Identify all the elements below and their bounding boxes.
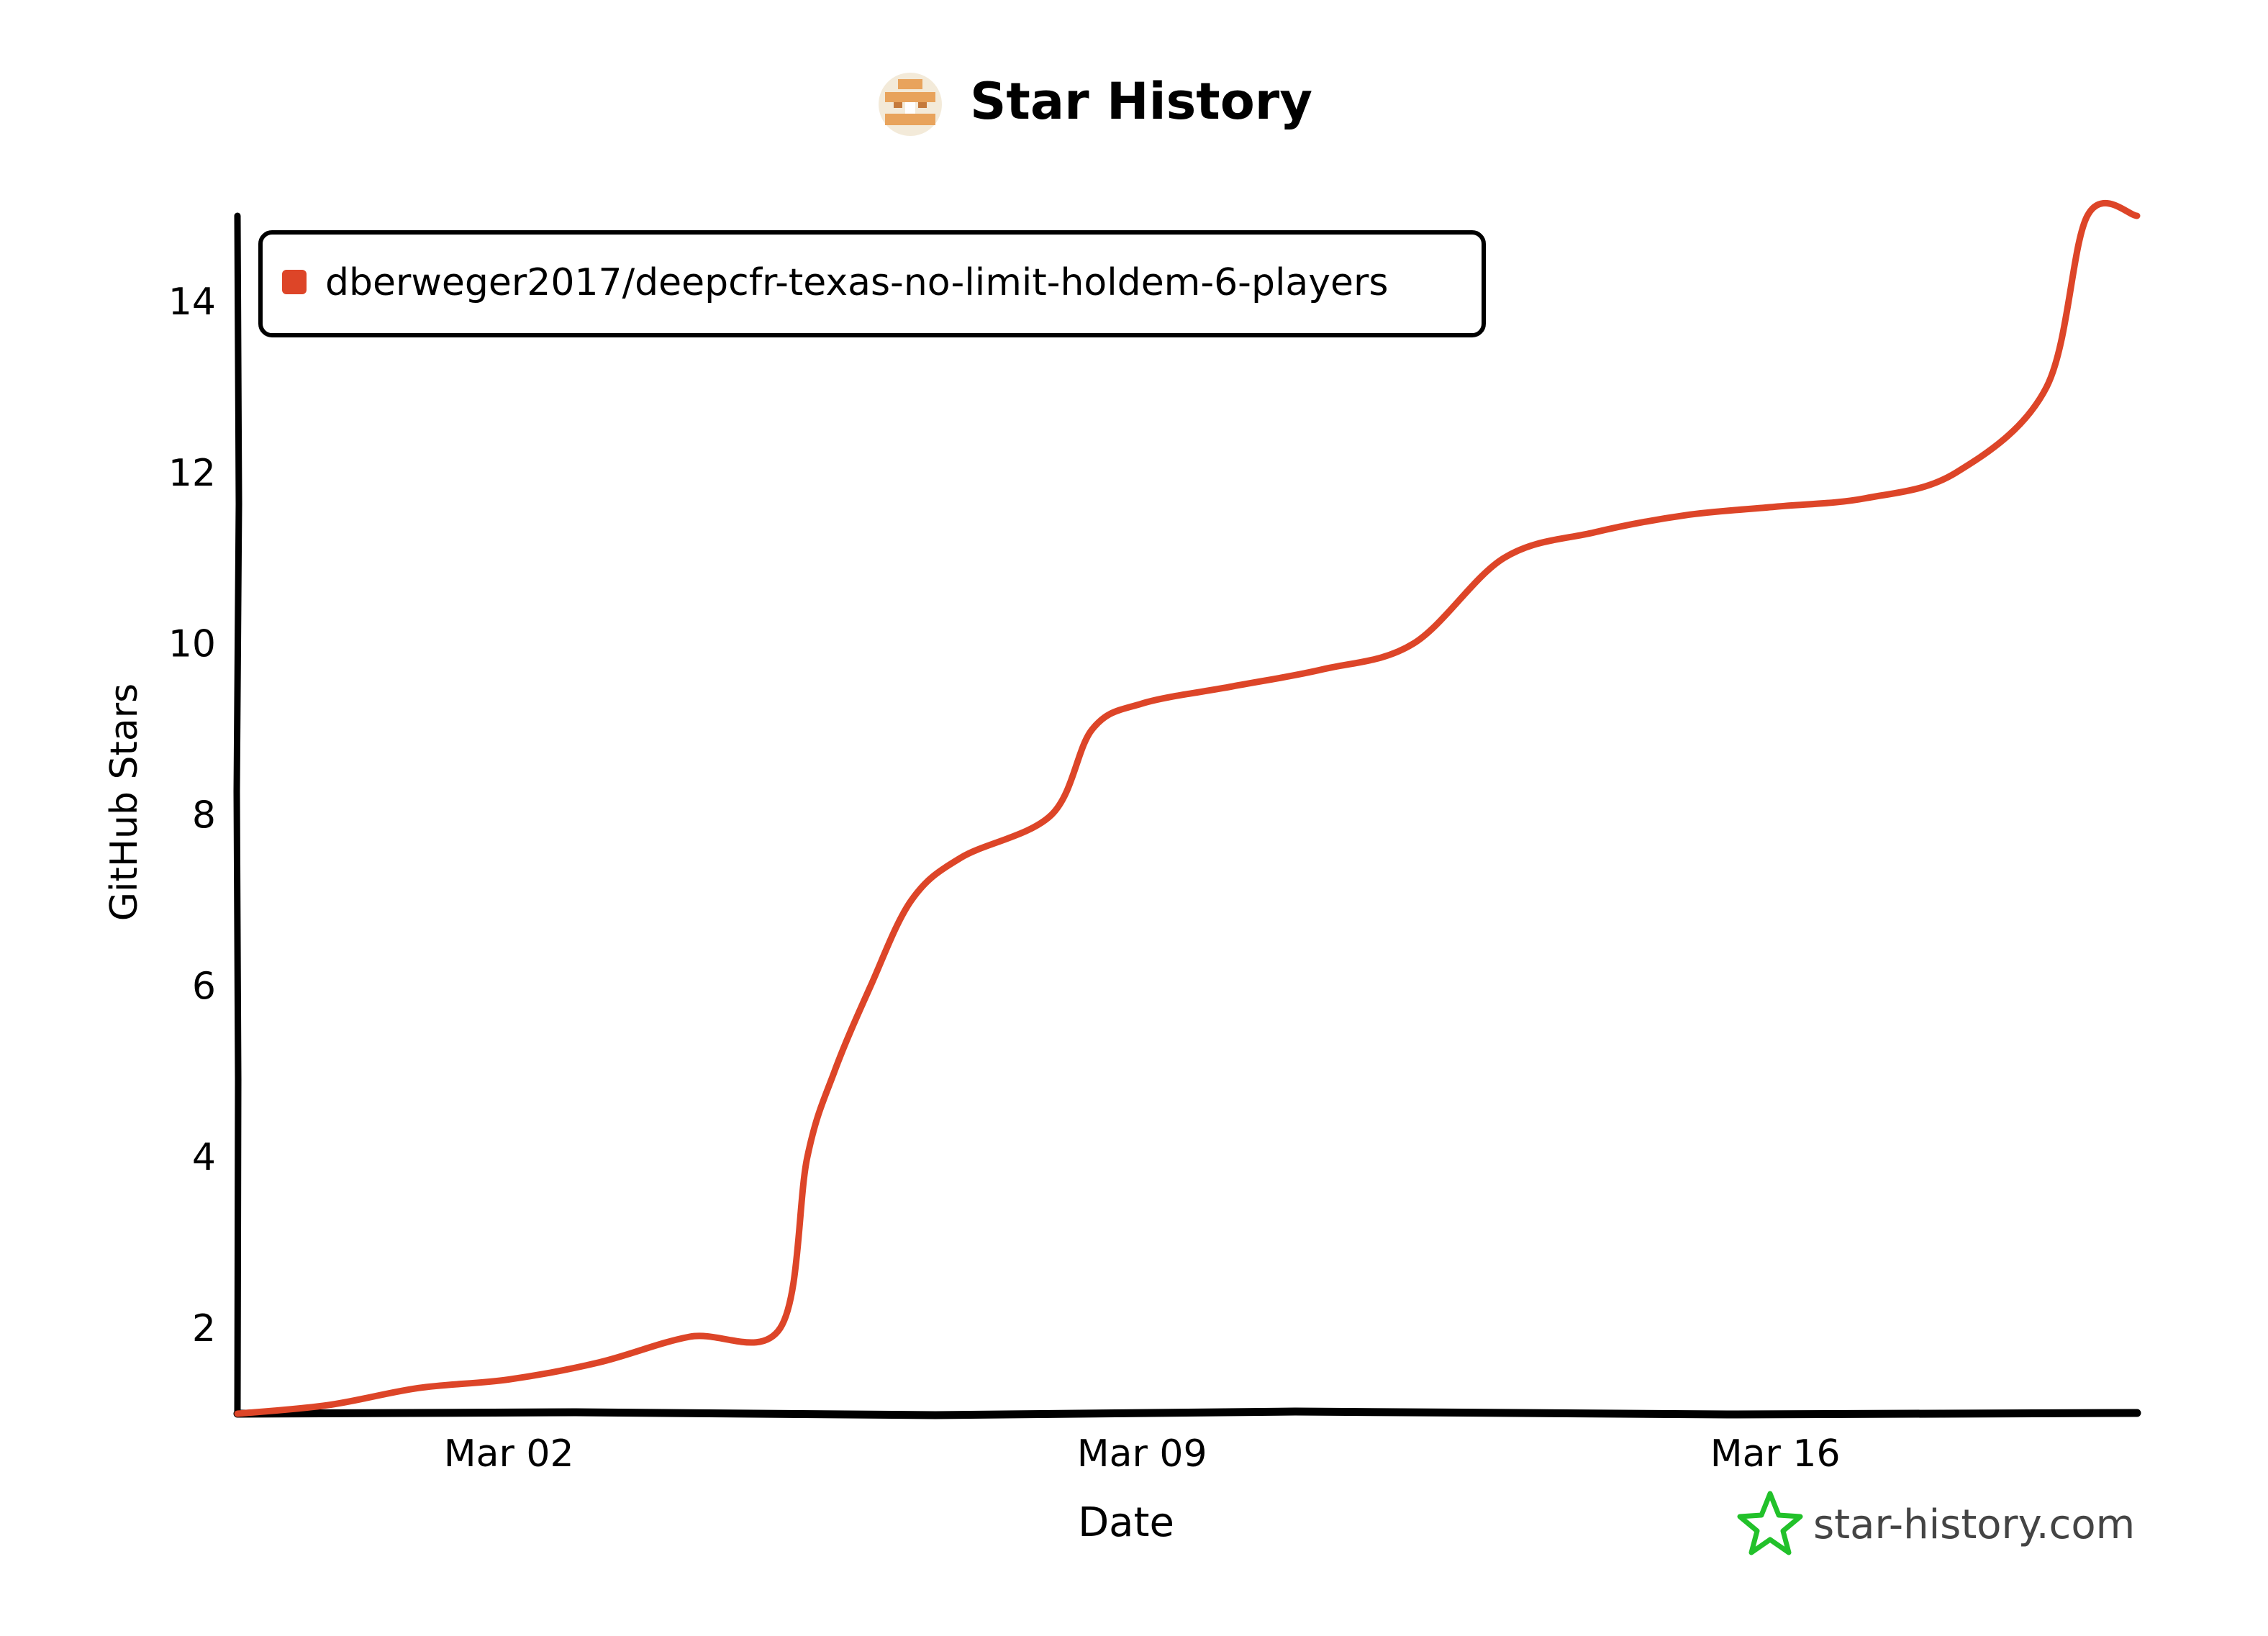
- legend-label: dberweger2017/deepcfr-texas-no-limit-hol…: [325, 261, 1389, 304]
- legend-box: [258, 230, 1486, 337]
- x-axis-label: Date: [1078, 1499, 1174, 1546]
- x-axis-line: [233, 1407, 2141, 1419]
- y-tick-label: 14: [168, 281, 216, 324]
- axes: [233, 212, 2141, 1419]
- y-tick-label: 8: [192, 794, 216, 837]
- legend: dberweger2017/deepcfr-texas-no-limit-hol…: [258, 230, 1486, 337]
- x-axis-ticks: Mar 02 Mar 09 Mar 16: [444, 1432, 1841, 1476]
- y-axis-ticks: 2 4 6 8 10 12 14: [168, 281, 216, 1350]
- chart-title: Star History: [970, 72, 1312, 131]
- y-tick-label: 6: [192, 965, 216, 1008]
- y-tick-label: 10: [168, 623, 216, 666]
- y-tick-label: 2: [192, 1307, 216, 1350]
- series-line: [234, 200, 2141, 1417]
- y-tick-label: 4: [192, 1136, 216, 1179]
- x-tick-label: Mar 16: [1710, 1432, 1841, 1476]
- green-star-icon: [1737, 1491, 1803, 1555]
- star-history-logo-icon: [879, 73, 942, 136]
- y-axis-label: GitHub Stars: [103, 683, 146, 921]
- x-tick-label: Mar 09: [1077, 1432, 1207, 1476]
- legend-swatch: [282, 270, 307, 294]
- watermark-text: star-history.com: [1813, 1501, 2135, 1548]
- y-axis-line: [233, 212, 242, 1417]
- watermark: star-history.com: [1737, 1491, 2135, 1555]
- title-group: Star History: [879, 72, 1312, 136]
- y-tick-label: 12: [168, 452, 216, 495]
- x-tick-label: Mar 02: [444, 1432, 574, 1476]
